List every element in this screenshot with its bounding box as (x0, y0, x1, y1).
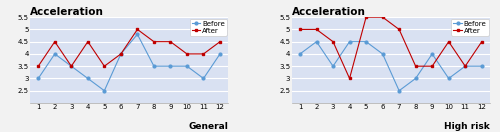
After (396, 29, 402, 30)
After (52, 41, 58, 43)
Text: Acceleration: Acceleration (292, 7, 366, 17)
Before (297, 53, 303, 55)
After (217, 41, 223, 43)
Before (36, 78, 42, 79)
After (478, 41, 484, 43)
After (429, 65, 435, 67)
Before (462, 65, 468, 67)
Before (429, 53, 435, 55)
After (36, 65, 42, 67)
Before (396, 90, 402, 91)
After (151, 41, 157, 43)
Before (314, 41, 320, 43)
Legend: Before, After: Before, After (190, 19, 227, 36)
Before (134, 34, 140, 35)
Before (52, 53, 58, 55)
Before (85, 78, 91, 79)
Before (330, 65, 336, 67)
After (85, 41, 91, 43)
After (412, 65, 418, 67)
Text: High risk
group: High risk group (444, 122, 490, 132)
After (314, 29, 320, 30)
After (118, 53, 124, 55)
After (462, 65, 468, 67)
Before (118, 53, 124, 55)
Before (478, 65, 484, 67)
Before (363, 41, 369, 43)
Before (102, 90, 107, 91)
After (363, 16, 369, 18)
After (184, 53, 190, 55)
Before (68, 65, 74, 67)
Before (346, 41, 352, 43)
Before (412, 78, 418, 79)
Line: Before: Before (298, 40, 483, 92)
After (446, 41, 452, 43)
Before (168, 65, 173, 67)
Line: Before: Before (37, 33, 222, 92)
After (168, 41, 173, 43)
Line: After: After (298, 16, 483, 80)
Before (380, 53, 386, 55)
Before (217, 53, 223, 55)
After (380, 16, 386, 18)
Before (446, 78, 452, 79)
After (346, 78, 352, 79)
Legend: Before, After: Before, After (452, 19, 488, 36)
Text: Acceleration: Acceleration (30, 7, 104, 17)
Line: After: After (37, 28, 222, 68)
After (102, 65, 107, 67)
After (200, 53, 206, 55)
After (68, 65, 74, 67)
After (330, 41, 336, 43)
After (297, 29, 303, 30)
Before (184, 65, 190, 67)
Text: General
group: General group (188, 122, 228, 132)
Before (151, 65, 157, 67)
After (134, 29, 140, 30)
Before (200, 78, 206, 79)
